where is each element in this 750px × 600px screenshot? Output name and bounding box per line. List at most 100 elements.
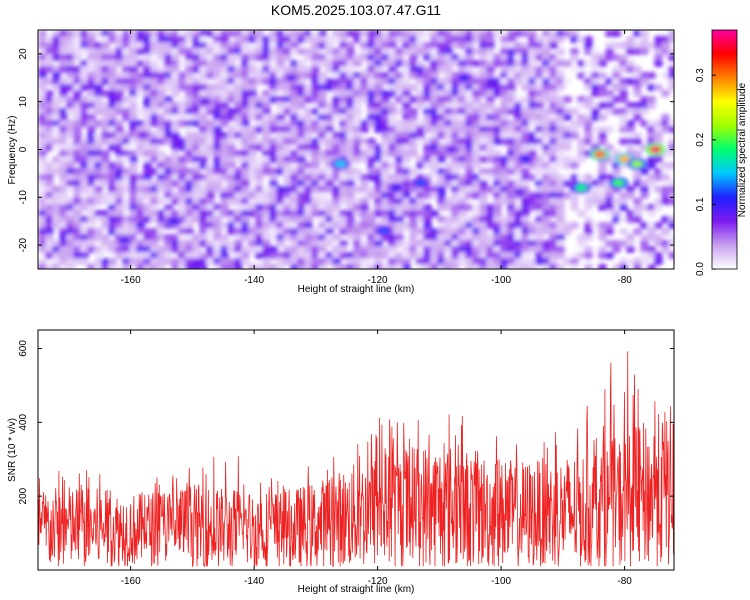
heatmap-cell	[269, 42, 278, 49]
heatmap-cell	[423, 258, 432, 265]
heatmap-cell	[318, 150, 327, 157]
heatmap-cell	[66, 222, 75, 229]
heatmap-cell	[122, 144, 131, 151]
heatmap-cell	[234, 264, 243, 269]
heatmap-cell	[584, 246, 593, 253]
heatmap-cell	[500, 162, 509, 169]
heatmap-cell	[437, 30, 446, 37]
heatmap-cell	[101, 180, 110, 187]
heatmap-cell	[94, 132, 103, 139]
heatmap-cell	[108, 174, 117, 181]
heatmap-cell	[318, 30, 327, 37]
heatmap-cell	[234, 78, 243, 85]
heatmap-cell	[206, 252, 215, 259]
heatmap-cell	[101, 156, 110, 163]
heatmap-cell	[220, 144, 229, 151]
heatmap-cell	[94, 264, 103, 269]
heatmap-cell	[584, 234, 593, 241]
heatmap-cell	[283, 198, 292, 205]
heatmap-cell	[640, 258, 649, 265]
heatmap-cell	[255, 198, 264, 205]
heatmap-cell	[192, 186, 201, 193]
heatmap-cell	[416, 102, 425, 109]
heatmap-cell	[94, 174, 103, 181]
heatmap-cell	[465, 192, 474, 199]
heatmap-cell	[486, 78, 495, 85]
heatmap-cell	[416, 156, 425, 163]
heatmap-cell	[381, 60, 390, 67]
heatmap-cell	[668, 138, 674, 145]
heatmap-cell	[605, 42, 614, 49]
heatmap-cell	[227, 60, 236, 67]
heatmap-cell	[276, 84, 285, 91]
heatmap-cell	[213, 90, 222, 97]
heatmap-cell	[591, 192, 600, 199]
heatmap-cell	[108, 204, 117, 211]
heatmap-cell	[584, 114, 593, 121]
heatmap-cell	[115, 252, 124, 259]
heatmap-cell	[605, 240, 614, 247]
heatmap-cell	[584, 204, 593, 211]
colorbar-label: Normalized spectral amplitude	[737, 82, 748, 217]
heatmap-cell	[136, 144, 145, 151]
heatmap-cell	[94, 216, 103, 223]
heatmap-cell	[234, 210, 243, 217]
heatmap-cell	[262, 132, 271, 139]
heatmap-cell	[367, 216, 376, 223]
heatmap-cell	[59, 204, 68, 211]
heatmap-cell	[318, 42, 327, 49]
heatmap-cell	[248, 150, 257, 157]
heatmap-cell	[87, 66, 96, 73]
heatmap-cell	[430, 168, 439, 175]
heatmap-cell	[472, 186, 481, 193]
heatmap-cell	[577, 144, 586, 151]
heatmap-cell	[276, 222, 285, 229]
heatmap-cell	[164, 240, 173, 247]
heatmap-cell	[353, 198, 362, 205]
heatmap-cell	[535, 198, 544, 205]
heatmap-cell	[458, 252, 467, 259]
heatmap-cell	[38, 210, 47, 217]
heatmap-cell	[493, 120, 502, 127]
heatmap-cell	[101, 108, 110, 115]
heatmap-cell	[87, 246, 96, 253]
heatmap-cell	[276, 216, 285, 223]
heatmap-cell	[150, 258, 159, 265]
heatmap-cell	[52, 108, 61, 115]
heatmap-cell	[199, 36, 208, 43]
x-tick-label: -140	[244, 275, 264, 286]
heatmap-cell	[38, 234, 47, 241]
heatmap-cell	[535, 240, 544, 247]
heatmap-cell	[227, 150, 236, 157]
heatmap-cell	[500, 102, 509, 109]
heatmap-cell	[311, 180, 320, 187]
heatmap-cell	[619, 204, 628, 211]
heatmap-cell	[199, 192, 208, 199]
heatmap-cell	[507, 108, 516, 115]
heatmap-cell	[514, 66, 523, 73]
heatmap-cell	[311, 120, 320, 127]
heatmap-cell	[528, 114, 537, 121]
heatmap-cell	[570, 204, 579, 211]
heatmap-cell	[262, 162, 271, 169]
heatmap-cell	[276, 192, 285, 199]
heatmap-cell	[304, 198, 313, 205]
heatmap-cell	[248, 144, 257, 151]
heatmap-cell	[647, 210, 656, 217]
heatmap-cell	[304, 138, 313, 145]
heatmap-cell	[136, 72, 145, 79]
heatmap-cell	[59, 36, 68, 43]
heatmap-cell	[136, 234, 145, 241]
heatmap-cell	[570, 120, 579, 127]
heatmap-cell	[626, 186, 635, 193]
heatmap-cell	[388, 42, 397, 49]
heatmap-cell	[304, 48, 313, 55]
heatmap-cell	[353, 30, 362, 37]
heatmap-cell	[465, 204, 474, 211]
heatmap-cell	[465, 168, 474, 175]
heatmap-cell	[556, 66, 565, 73]
heatmap-cell	[535, 42, 544, 49]
heatmap-cell	[248, 240, 257, 247]
heatmap-cell	[199, 138, 208, 145]
heatmap-cell	[535, 174, 544, 181]
